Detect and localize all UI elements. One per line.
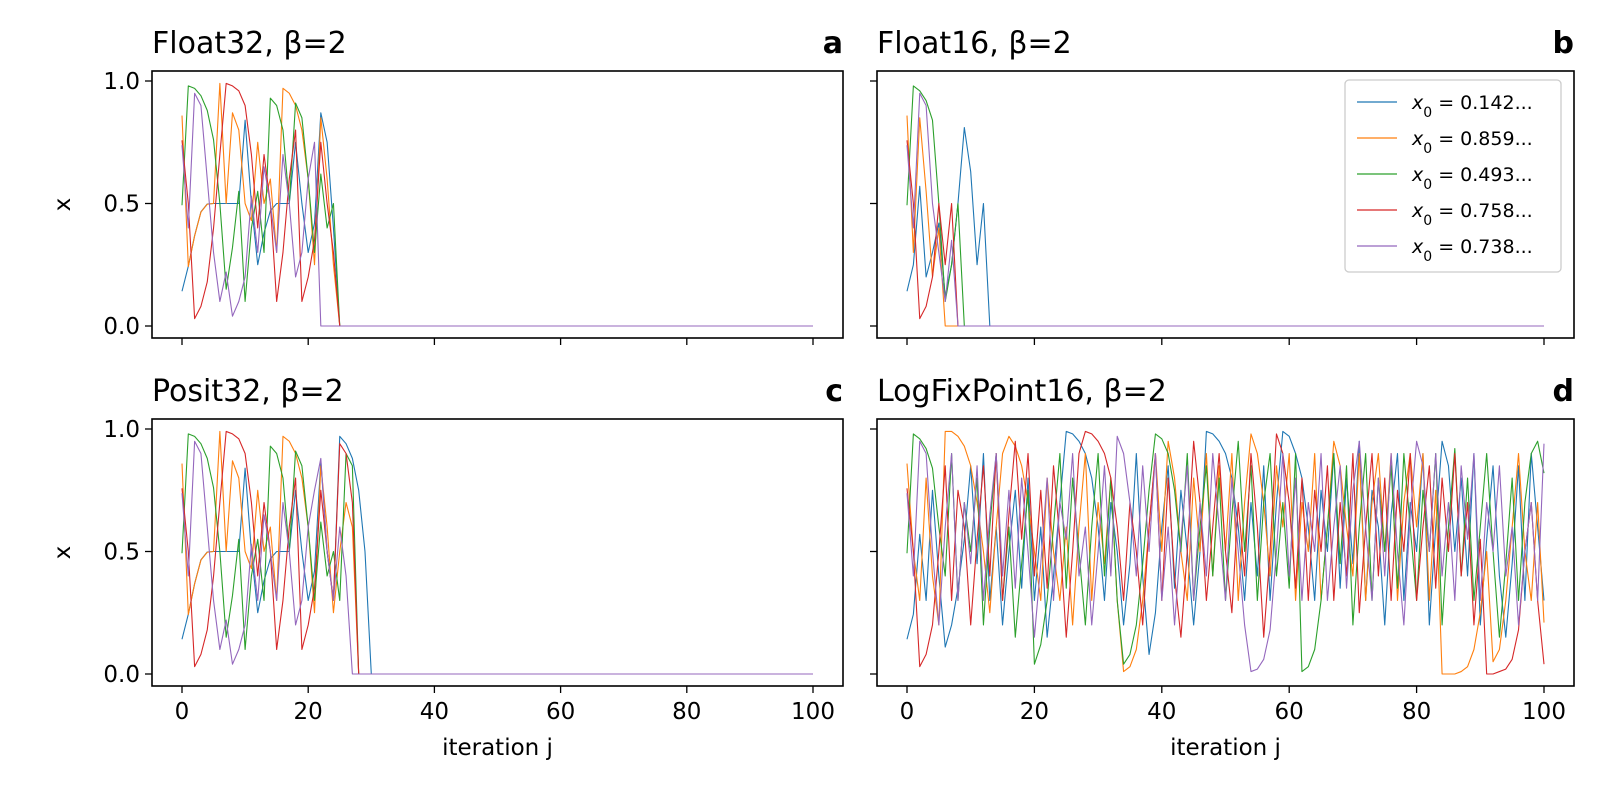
legend-symbol: x xyxy=(1411,236,1424,258)
panel-b: Float16, β=2 bx0 = 0.142...x0 = 0.859...x… xyxy=(870,26,1575,345)
x-tick-label: 40 xyxy=(1147,699,1176,725)
series-line-2 xyxy=(181,82,813,327)
panel-title: Float32, β=2 xyxy=(152,26,347,61)
series-line-4 xyxy=(906,430,1545,675)
panel-a: 0.0 0.5 1.0 Float32, β=2 a x xyxy=(50,26,844,345)
series-group xyxy=(181,430,813,675)
x-axis-label: iteration j xyxy=(442,735,553,761)
x-tick-label: 40 xyxy=(420,699,449,725)
legend-symbol: x xyxy=(1411,200,1424,222)
series-line-2 xyxy=(181,430,813,675)
legend-symbol: x xyxy=(1411,92,1424,114)
series-line-4 xyxy=(906,140,1544,327)
legend-subscript: 0 xyxy=(1423,105,1432,121)
y-tick-label: 0.5 xyxy=(103,540,140,566)
panel-d: 0 20 40 60 80 100 LogFixPoint16, β=2 d iteration… xyxy=(870,374,1575,761)
series-line-3 xyxy=(181,85,813,327)
x-axis-label: iteration j xyxy=(1170,735,1281,761)
series-line-5 xyxy=(906,92,1544,327)
legend-label: x0 = 0.859... xyxy=(1411,128,1533,157)
panel-letter: b xyxy=(1553,26,1574,61)
x-tick-label: 0 xyxy=(900,699,915,725)
y-axis-label: x xyxy=(50,198,76,212)
x-tick-label: 20 xyxy=(1020,699,1049,725)
x-tick-label: 20 xyxy=(294,699,323,725)
legend-symbol: x xyxy=(1411,164,1424,186)
series-line-4 xyxy=(181,82,813,327)
series-group xyxy=(906,85,1544,327)
legend-value: = 0.859... xyxy=(1432,128,1533,150)
y-tick-label: 0.0 xyxy=(103,314,140,340)
y-tick-label: 0.0 xyxy=(103,662,140,688)
plot-frame xyxy=(151,418,844,687)
legend-box xyxy=(1344,79,1562,273)
series-line-5 xyxy=(906,435,1545,673)
legend: x0 = 0.142...x0 = 0.859...x0 = 0.493...x… xyxy=(1344,79,1562,273)
panel-title: Float16, β=2 xyxy=(877,26,1072,61)
legend-label: x0 = 0.493... xyxy=(1411,164,1533,193)
series-group xyxy=(181,82,813,327)
x-tick-label: 80 xyxy=(672,699,701,725)
x-tick-label: 80 xyxy=(1402,699,1431,725)
x-tick-label: 60 xyxy=(546,699,575,725)
y-tick-label: 0.5 xyxy=(103,192,140,218)
panel-letter: a xyxy=(823,26,843,61)
x-tick-label: 0 xyxy=(175,699,190,725)
panel-letter: c xyxy=(825,374,843,409)
legend-subscript: 0 xyxy=(1423,249,1432,265)
panel-c: 0 20 40 60 80 100 0.0 0.5 1.0 Posit32, β=2 c x itera… xyxy=(50,374,844,761)
legend-subscript: 0 xyxy=(1423,213,1432,229)
panel-title: LogFixPoint16, β=2 xyxy=(877,374,1167,409)
legend-label: x0 = 0.738... xyxy=(1411,236,1533,265)
y-tick-label: 1.0 xyxy=(103,417,140,443)
x-tick-label: 100 xyxy=(791,699,835,725)
legend-value: = 0.142... xyxy=(1432,92,1533,114)
panel-letter: d xyxy=(1553,374,1574,409)
legend-label: x0 = 0.758... xyxy=(1411,200,1533,229)
legend-symbol: x xyxy=(1411,128,1424,150)
plot-frame xyxy=(876,70,1575,339)
x-tick-label: 100 xyxy=(1522,699,1566,725)
y-axis-label: x xyxy=(50,546,76,560)
series-line-5 xyxy=(181,440,813,675)
legend-label: x0 = 0.142... xyxy=(1411,92,1533,121)
y-tick-label: 1.0 xyxy=(103,69,140,95)
series-line-1 xyxy=(906,430,1545,655)
series-group xyxy=(906,430,1545,675)
series-line-5 xyxy=(181,92,813,327)
legend-value: = 0.493... xyxy=(1432,164,1533,186)
x-tick-label: 60 xyxy=(1275,699,1304,725)
series-line-3 xyxy=(181,433,813,675)
panel-title: Posit32, β=2 xyxy=(152,374,344,409)
series-line-4 xyxy=(181,430,813,675)
legend-value: = 0.738... xyxy=(1432,236,1533,258)
legend-subscript: 0 xyxy=(1423,141,1432,157)
legend-subscript: 0 xyxy=(1423,177,1432,193)
plot-frame xyxy=(876,418,1575,687)
legend-value: = 0.758... xyxy=(1432,200,1533,222)
series-line-1 xyxy=(181,435,813,675)
plot-frame xyxy=(151,70,844,339)
